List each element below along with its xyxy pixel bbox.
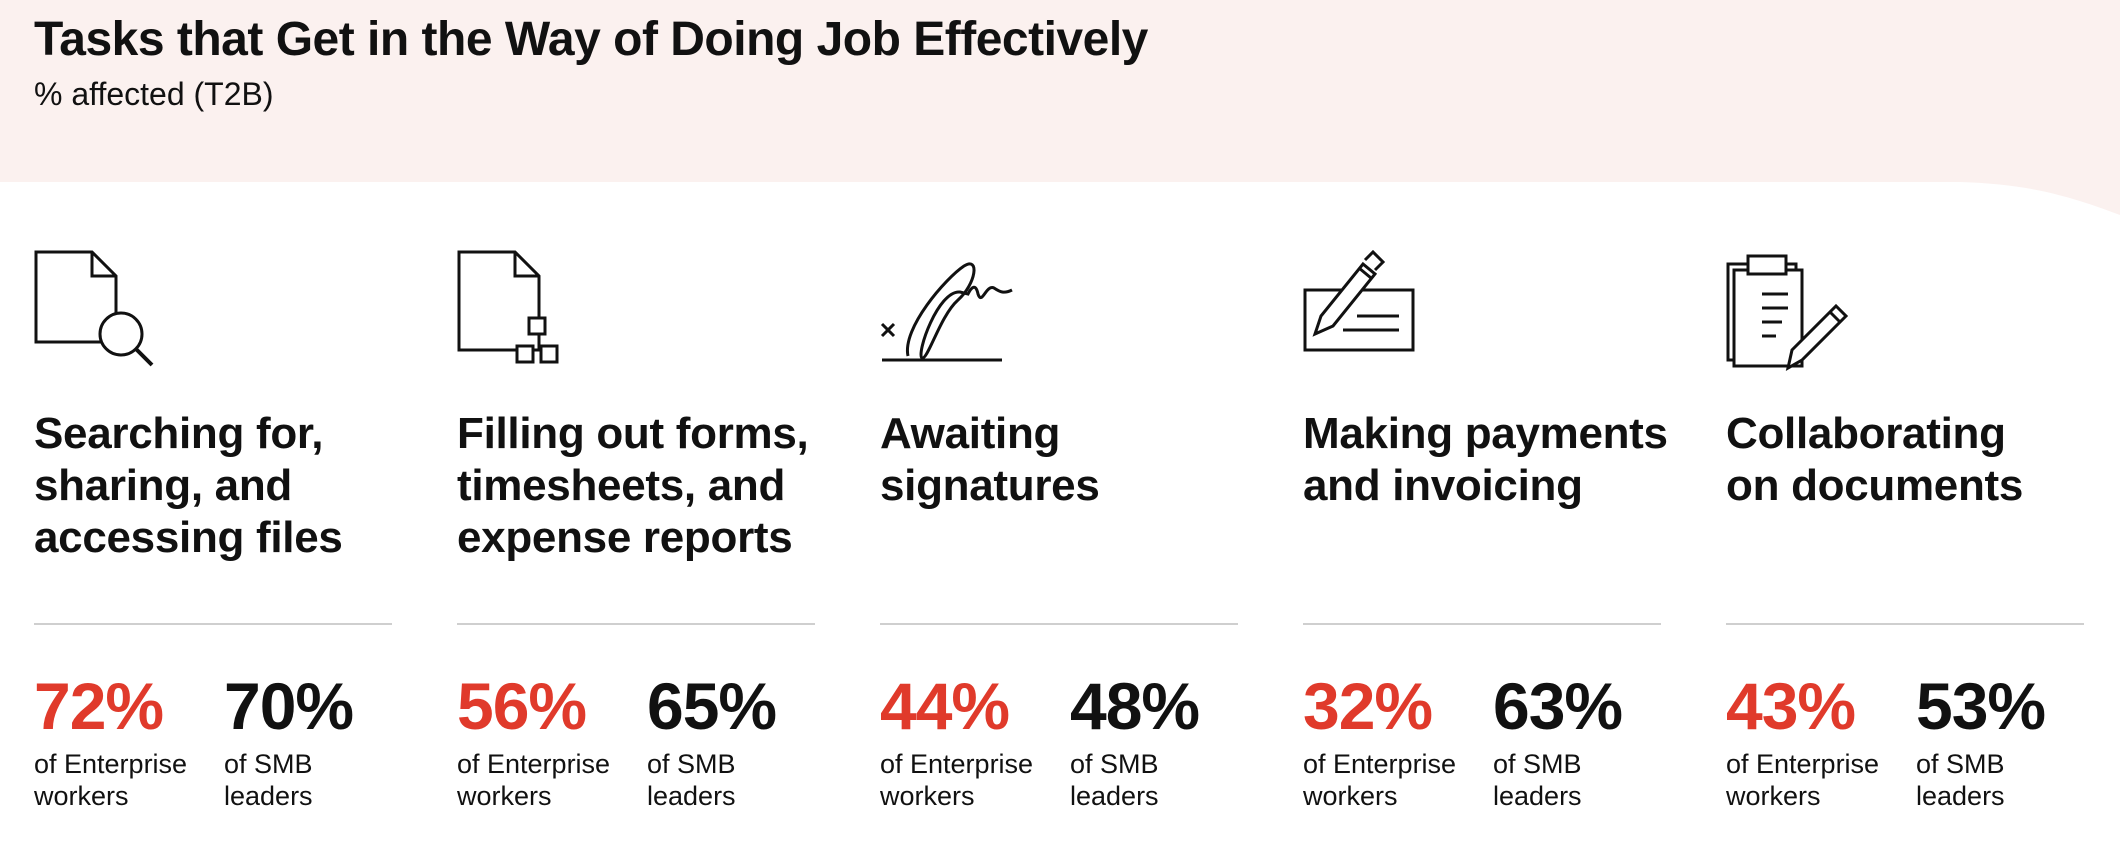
clipboard-pencil-icon: [1726, 250, 1866, 380]
enterprise-stat: 56% of Enterprise workers: [457, 670, 657, 812]
divider: [1726, 623, 2084, 625]
enterprise-label-line: of Enterprise: [34, 749, 188, 779]
smb-label-line: of SMB: [224, 749, 313, 779]
enterprise-percent: 43%: [1726, 669, 1856, 743]
task-title-line: on documents: [1726, 461, 2024, 510]
smb-label: of SMB leaders: [1916, 748, 2076, 812]
payment-check-icon: [1303, 249, 1443, 380]
enterprise-stat: 72% of Enterprise workers: [34, 670, 234, 812]
enterprise-label-line: of Enterprise: [1303, 749, 1457, 779]
enterprise-label: of Enterprise workers: [457, 748, 617, 812]
task-title-line: accessing files: [34, 513, 343, 562]
task-title-line: Collaborating: [1726, 409, 2006, 458]
smb-label-line: leaders: [1493, 781, 1582, 811]
enterprise-stat: 44% of Enterprise workers: [880, 670, 1080, 812]
form-fields-icon: [457, 250, 597, 380]
enterprise-percent: 72%: [34, 669, 164, 743]
enterprise-label-line: of Enterprise: [457, 749, 611, 779]
task-title-line: Awaiting: [880, 409, 1061, 458]
task-title: Collaborating on documents: [1726, 408, 2106, 512]
enterprise-stat: 43% of Enterprise workers: [1726, 670, 1926, 812]
enterprise-percent: 32%: [1303, 669, 1433, 743]
task-title-line: and invoicing: [1303, 461, 1583, 510]
smb-stat: 63% of SMB leaders: [1493, 670, 1693, 812]
enterprise-percent: 56%: [457, 669, 587, 743]
smb-percent: 53%: [1916, 669, 2046, 743]
smb-label-line: leaders: [647, 781, 736, 811]
task-column: Making payments and invoicing 32% of Enterp…: [1303, 249, 1668, 830]
task-title-line: expense reports: [457, 513, 793, 562]
divider: [1303, 623, 1661, 625]
divider: [457, 623, 815, 625]
task-title: Awaiting signatures: [880, 408, 1260, 512]
task-title: Making payments and invoicing: [1303, 408, 1683, 512]
smb-label: of SMB leaders: [1493, 748, 1653, 812]
enterprise-label: of Enterprise workers: [1726, 748, 1886, 812]
header-background: [0, 0, 2120, 215]
enterprise-label-line: of Enterprise: [880, 749, 1034, 779]
smb-label: of SMB leaders: [647, 748, 807, 812]
task-column: Collaborating on documents 43% of Enterpris…: [1726, 250, 2086, 830]
divider: [34, 623, 392, 625]
enterprise-label-line: workers: [457, 781, 552, 811]
smb-percent: 48%: [1070, 669, 1200, 743]
task-title-line: Searching for,: [34, 409, 324, 458]
enterprise-label-line: of Enterprise: [1726, 749, 1880, 779]
task-title-line: timesheets, and: [457, 461, 786, 510]
task-title-line: signatures: [880, 461, 1100, 510]
smb-label-line: of SMB: [647, 749, 736, 779]
task-title: Searching for, sharing, and accessing file…: [34, 408, 414, 564]
task-column: Awaiting signatures 44% of Enterprise worker…: [880, 250, 1240, 830]
enterprise-label: of Enterprise workers: [880, 748, 1040, 812]
smb-stat: 53% of SMB leaders: [1916, 670, 2116, 812]
smb-label-line: leaders: [1916, 781, 2005, 811]
smb-stat: 48% of SMB leaders: [1070, 670, 1270, 812]
enterprise-label-line: workers: [1303, 781, 1398, 811]
enterprise-stat: 32% of Enterprise workers: [1303, 670, 1503, 812]
task-title-line: Filling out forms,: [457, 409, 809, 458]
smb-label: of SMB leaders: [1070, 748, 1230, 812]
enterprise-label-line: workers: [880, 781, 975, 811]
enterprise-percent: 44%: [880, 669, 1010, 743]
smb-percent: 70%: [224, 669, 354, 743]
page-subtitle: % affected (T2B): [34, 76, 274, 112]
smb-label-line: of SMB: [1070, 749, 1159, 779]
smb-label-line: of SMB: [1916, 749, 2005, 779]
task-title-line: Making payments: [1303, 409, 1668, 458]
task-column: Searching for, sharing, and accessing file…: [34, 250, 394, 830]
smb-stat: 65% of SMB leaders: [647, 670, 847, 812]
signature-icon: [880, 250, 1020, 380]
smb-label-line: of SMB: [1493, 749, 1582, 779]
divider: [880, 623, 1238, 625]
smb-label-line: leaders: [1070, 781, 1159, 811]
file-search-icon: [34, 250, 174, 380]
smb-stat: 70% of SMB leaders: [224, 670, 424, 812]
task-column: Filling out forms, timesheets, and expense…: [457, 250, 817, 830]
smb-percent: 65%: [647, 669, 777, 743]
enterprise-label: of Enterprise workers: [34, 748, 194, 812]
smb-percent: 63%: [1493, 669, 1623, 743]
enterprise-label: of Enterprise workers: [1303, 748, 1463, 812]
smb-label: of SMB leaders: [224, 748, 384, 812]
task-title: Filling out forms, timesheets, and expense…: [457, 408, 837, 564]
smb-label-line: leaders: [224, 781, 313, 811]
task-title-line: sharing, and: [34, 461, 292, 510]
enterprise-label-line: workers: [1726, 781, 1821, 811]
enterprise-label-line: workers: [34, 781, 129, 811]
page-title: Tasks that Get in the Way of Doing Job E…: [34, 13, 1148, 66]
